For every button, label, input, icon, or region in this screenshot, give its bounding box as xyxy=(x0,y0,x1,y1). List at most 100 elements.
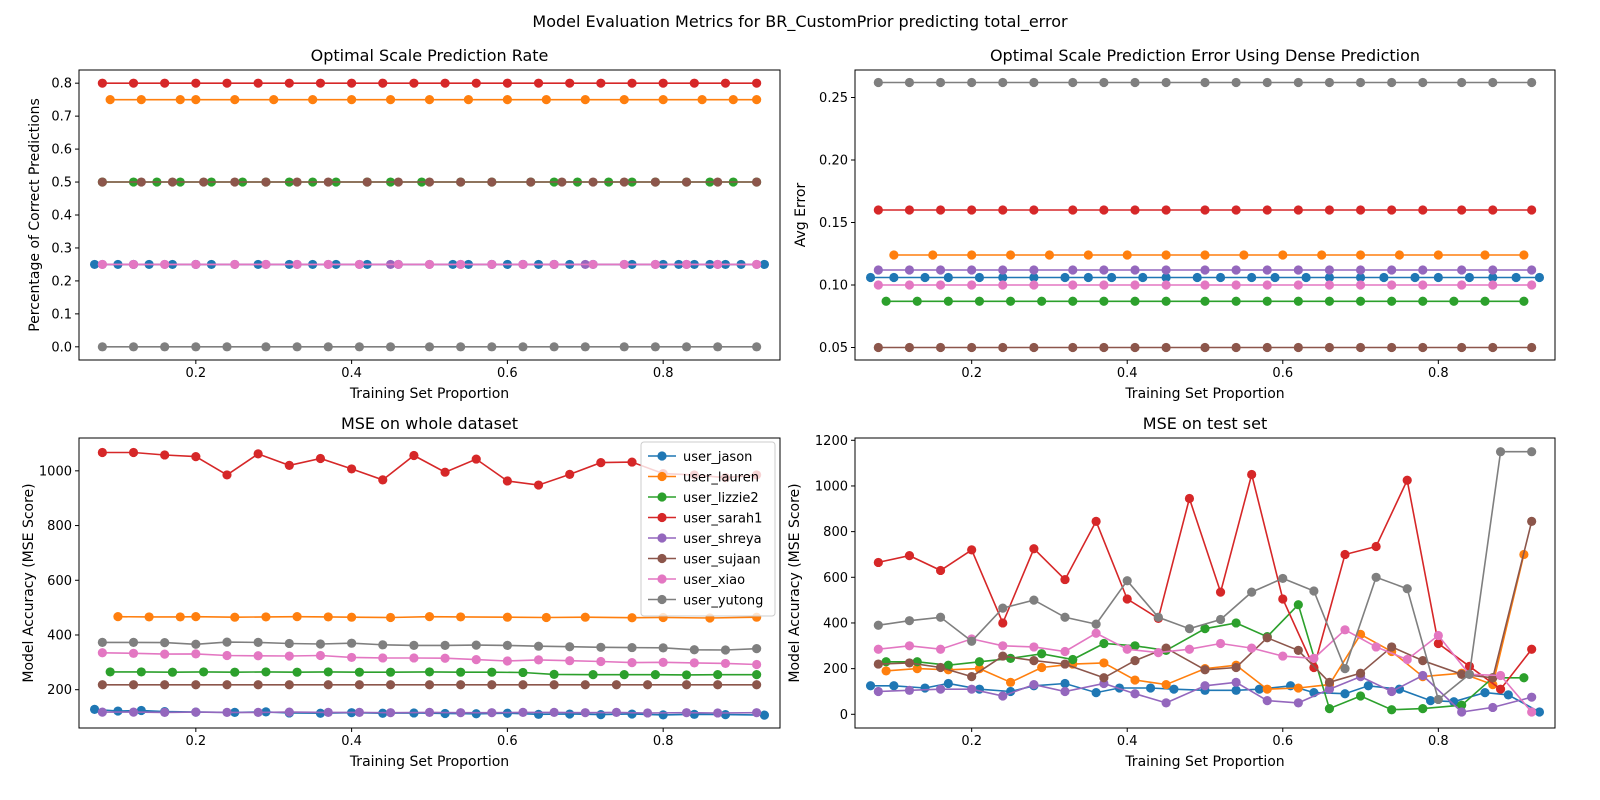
data-point xyxy=(440,640,450,650)
data-point xyxy=(1231,662,1241,673)
data-point xyxy=(580,680,590,690)
data-point xyxy=(1293,265,1303,275)
data-point xyxy=(1457,265,1467,275)
data-point xyxy=(967,636,977,646)
data-point xyxy=(1457,707,1467,717)
data-point xyxy=(97,342,107,352)
data-point xyxy=(315,650,326,661)
data-point xyxy=(752,78,762,88)
data-point xyxy=(1184,644,1195,654)
data-point xyxy=(967,545,977,555)
data-point xyxy=(167,667,178,677)
data-point xyxy=(865,272,876,283)
data-point xyxy=(1527,265,1537,275)
data-point xyxy=(1418,342,1428,353)
series-user_yutong xyxy=(97,342,762,352)
data-point xyxy=(354,680,364,690)
y-tick-label: 0.15 xyxy=(819,216,848,231)
data-point xyxy=(1340,625,1350,635)
data-point xyxy=(752,708,762,718)
data-point xyxy=(752,342,762,352)
y-tick-label: 0.6 xyxy=(51,143,72,158)
data-point xyxy=(1060,272,1070,283)
data-point xyxy=(720,645,731,655)
data-point xyxy=(1091,688,1101,698)
data-point xyxy=(998,691,1008,701)
data-point xyxy=(588,670,598,680)
data-point xyxy=(128,259,139,270)
data-point xyxy=(904,550,915,561)
data-point xyxy=(1169,684,1179,694)
data-point xyxy=(627,709,637,719)
data-point xyxy=(347,95,357,105)
data-point xyxy=(1068,265,1078,275)
data-point xyxy=(1418,205,1428,215)
data-point xyxy=(1099,280,1109,290)
data-point xyxy=(1091,619,1101,629)
data-point xyxy=(1130,656,1140,666)
data-point xyxy=(1068,296,1078,306)
data-point xyxy=(1457,205,1467,215)
data-point xyxy=(889,681,899,691)
series-user_xiao xyxy=(873,625,1537,717)
data-point xyxy=(230,612,240,622)
data-point xyxy=(1029,595,1039,605)
plot-frame xyxy=(78,437,781,729)
data-point xyxy=(759,710,770,720)
data-point xyxy=(230,259,240,270)
data-point xyxy=(160,680,170,690)
data-point xyxy=(1099,658,1109,668)
data-point xyxy=(323,667,333,677)
y-tick-label: 0.0 xyxy=(51,340,72,355)
data-point xyxy=(720,78,731,88)
data-point xyxy=(1464,272,1475,283)
data-point xyxy=(627,642,637,653)
data-point xyxy=(759,259,770,270)
data-point xyxy=(1387,642,1397,652)
data-point xyxy=(1324,677,1335,687)
data-point xyxy=(1534,707,1545,717)
data-point xyxy=(456,342,466,352)
y-tick-label: 0.25 xyxy=(819,91,848,106)
data-point xyxy=(689,658,699,668)
data-point xyxy=(1371,541,1381,552)
data-point xyxy=(424,342,435,352)
data-point xyxy=(1029,272,1039,283)
data-point xyxy=(697,95,707,105)
data-point xyxy=(1005,296,1016,306)
data-point xyxy=(1029,680,1039,690)
data-point xyxy=(549,669,559,679)
data-point xyxy=(1495,670,1506,681)
y-axis-label: Percentage of Correct Predictions xyxy=(27,98,43,332)
data-point xyxy=(354,707,364,718)
data-point xyxy=(967,342,977,353)
data-point xyxy=(541,612,551,623)
data-point xyxy=(873,77,883,88)
data-point xyxy=(323,707,333,718)
data-point xyxy=(1418,77,1428,88)
data-point xyxy=(175,612,185,622)
data-point xyxy=(1340,549,1350,560)
data-point xyxy=(1060,612,1070,622)
data-point xyxy=(557,177,567,187)
data-point xyxy=(1317,250,1327,260)
data-point xyxy=(128,78,139,88)
series-user_lizzie2 xyxy=(105,667,762,680)
data-point xyxy=(1402,584,1412,594)
data-point xyxy=(347,78,357,88)
data-point xyxy=(889,250,899,260)
data-point xyxy=(904,616,915,626)
data-point xyxy=(935,205,946,215)
data-point xyxy=(943,660,953,670)
legend-label: user_xiao xyxy=(683,573,745,588)
data-point xyxy=(998,651,1008,661)
data-point xyxy=(315,708,326,718)
y-tick-label: 800 xyxy=(823,525,848,540)
data-point xyxy=(1418,656,1428,666)
data-point xyxy=(456,708,466,718)
data-point xyxy=(1262,265,1272,275)
data-point xyxy=(565,656,575,666)
data-point xyxy=(1184,624,1195,634)
data-point xyxy=(409,640,419,650)
data-point xyxy=(549,259,559,270)
